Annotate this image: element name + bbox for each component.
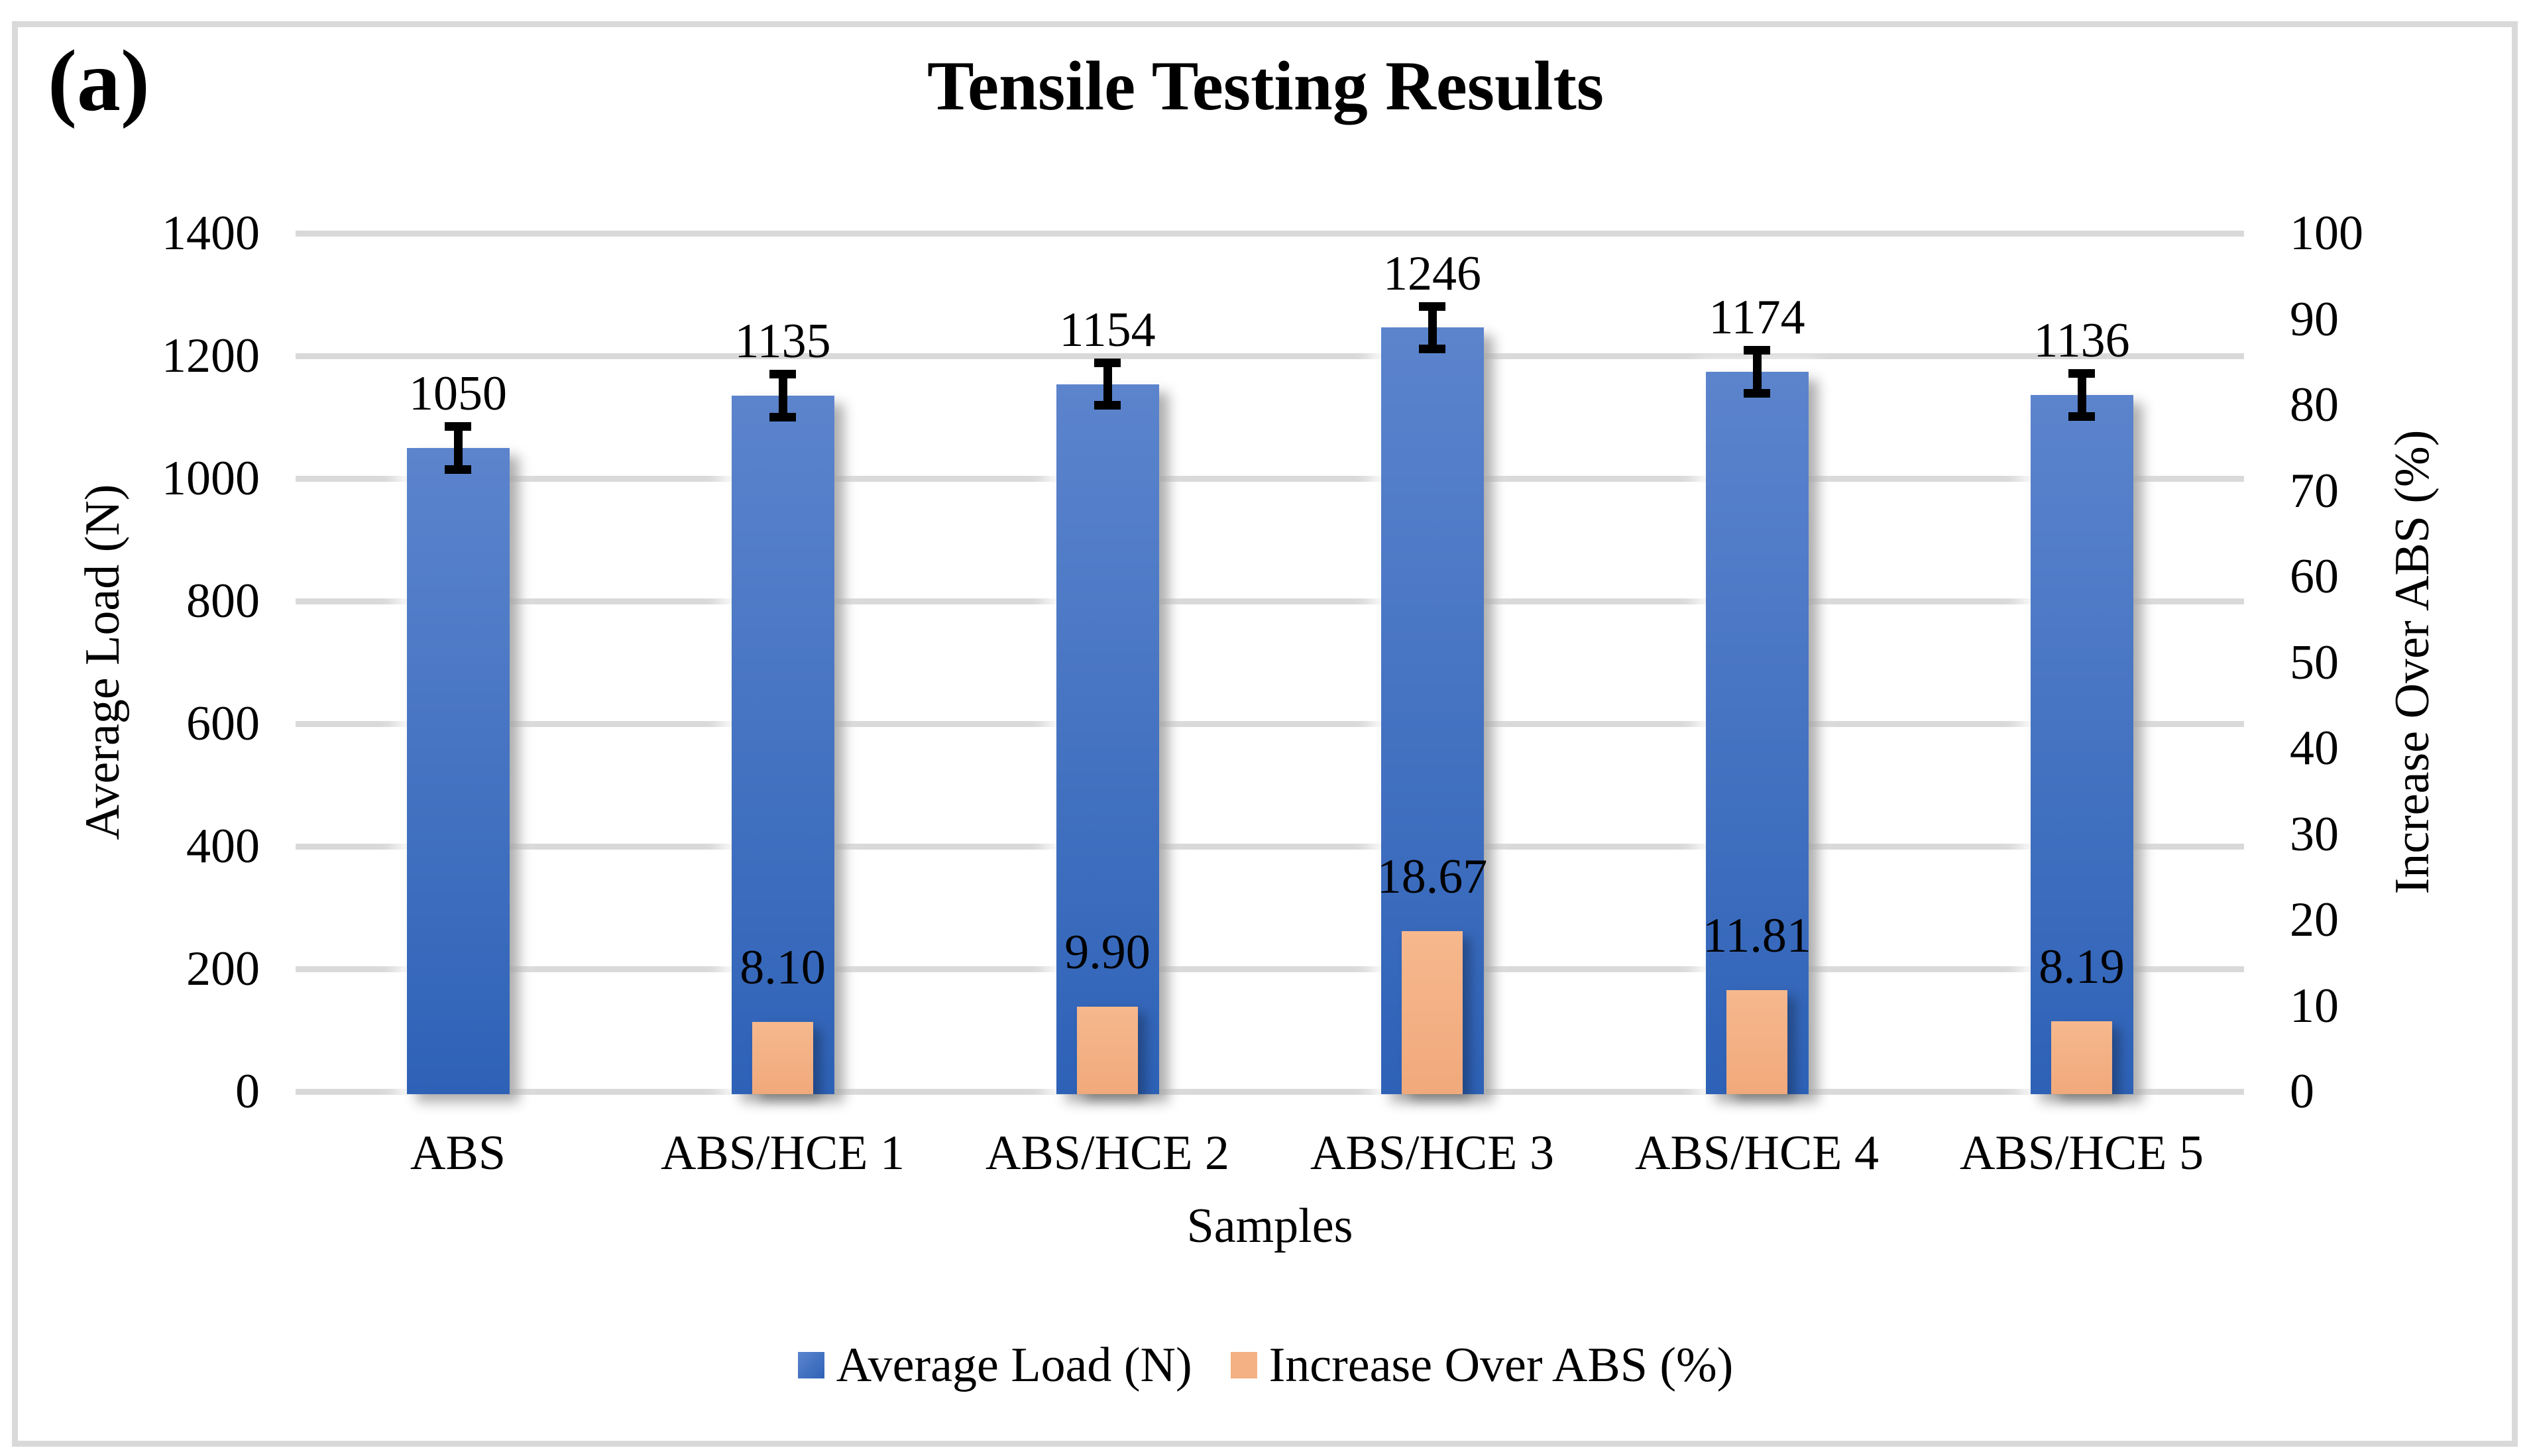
gridline — [296, 1089, 2244, 1095]
right-axis-tick: 40 — [2290, 721, 2339, 775]
bar-average-load — [406, 447, 510, 1094]
right-axis-tick: 90 — [2290, 292, 2339, 347]
category-label: ABS/HCE 1 — [660, 1126, 905, 1180]
left-axis-tick: 400 — [186, 819, 260, 873]
left-axis-tick: 200 — [186, 942, 260, 996]
x-axis-title: Samples — [1186, 1199, 1353, 1253]
data-label-increase: 11.81 — [1703, 909, 1811, 964]
legend-item-average-load: Average Load (N) — [797, 1337, 1192, 1393]
right-axis-tick: 60 — [2290, 549, 2339, 604]
error-bar-line — [1103, 365, 1112, 403]
left-axis-tick: 800 — [186, 574, 260, 628]
right-axis-tick: 10 — [2290, 978, 2339, 1033]
error-bar-cap-top — [445, 422, 471, 431]
left-axis-tick: 1400 — [162, 206, 260, 260]
bar-increase-over-abs — [2051, 1021, 2112, 1094]
legend-label: Average Load (N) — [836, 1338, 1192, 1392]
right-axis-tick: 20 — [2290, 893, 2339, 947]
data-label-average-load: 1135 — [734, 314, 831, 369]
data-label-increase: 8.10 — [740, 940, 826, 995]
data-label-increase: 9.90 — [1064, 924, 1151, 980]
error-bar-line — [1428, 309, 1437, 347]
legend-label: Increase Over ABS (%) — [1268, 1338, 1734, 1392]
legend-swatch-blue — [797, 1352, 824, 1378]
gridline — [296, 966, 2244, 972]
error-bar-cap-bottom — [769, 412, 796, 421]
right-axis-tick: 80 — [2290, 378, 2339, 432]
right-axis-tick: 50 — [2290, 635, 2339, 690]
bar-increase-over-abs — [1726, 990, 1787, 1094]
data-label-average-load: 1154 — [1059, 302, 1156, 357]
gridline — [296, 721, 2244, 727]
gridline — [296, 231, 2244, 237]
error-bar-cap-bottom — [445, 465, 471, 474]
legend-swatch-orange — [1230, 1352, 1257, 1378]
error-bar-cap-bottom — [1094, 401, 1121, 410]
chart-title: Tensile Testing Results — [927, 47, 1604, 125]
panel-label: (a) — [48, 32, 150, 129]
category-label: ABS/HCE 5 — [1959, 1126, 2204, 1180]
left-axis-tick: 600 — [186, 697, 260, 751]
right-axis-tick: 0 — [2290, 1064, 2314, 1119]
gridline — [296, 476, 2244, 482]
data-label-increase: 8.19 — [2039, 939, 2125, 994]
data-label-average-load: 1050 — [409, 366, 507, 421]
error-bar-cap-bottom — [2068, 412, 2095, 421]
error-bar-cap-top — [1419, 302, 1445, 311]
legend-item-increase-over-abs: Increase Over ABS (%) — [1230, 1337, 1734, 1393]
error-bar-line — [778, 377, 787, 414]
data-label-increase: 18.67 — [1377, 850, 1488, 905]
error-bar-cap-bottom — [1744, 388, 1770, 398]
gridline — [296, 598, 2244, 604]
data-label-average-load: 1246 — [1383, 246, 1481, 301]
bar-average-load — [1056, 384, 1159, 1094]
error-bar-cap-top — [769, 370, 796, 379]
right-axis-tick: 100 — [2290, 206, 2363, 260]
left-axis-tick: 1200 — [162, 329, 260, 383]
category-label: ABS — [410, 1126, 506, 1180]
right-axis-tick: 70 — [2290, 463, 2339, 518]
legend: Average Load (N) Increase Over ABS (%) — [0, 1337, 2531, 1393]
error-bar-cap-top — [2068, 369, 2095, 378]
bar-increase-over-abs — [1402, 931, 1463, 1094]
category-label: ABS/HCE 2 — [985, 1126, 1229, 1180]
right-axis-tick: 30 — [2290, 807, 2339, 862]
gridline — [296, 353, 2244, 359]
bar-increase-over-abs — [752, 1022, 813, 1094]
data-label-average-load: 1136 — [2033, 313, 2130, 368]
error-bar-cap-top — [1744, 346, 1770, 355]
category-label: ABS/HCE 4 — [1634, 1126, 1879, 1180]
bar-increase-over-abs — [1077, 1006, 1138, 1094]
left-axis-tick: 0 — [235, 1064, 260, 1119]
bar-average-load — [731, 396, 834, 1094]
error-bar-line — [1752, 353, 1762, 390]
error-bar-cap-top — [1094, 358, 1121, 367]
data-label-average-load: 1174 — [1709, 290, 1805, 345]
gridline — [296, 844, 2244, 850]
error-bar-line — [2077, 376, 2086, 414]
error-bar-cap-bottom — [1419, 345, 1445, 354]
category-label: ABS/HCE 3 — [1310, 1126, 1554, 1180]
bar-average-load — [2030, 395, 2133, 1094]
bar-average-load — [1705, 372, 1809, 1094]
error-bar-line — [453, 429, 463, 467]
left-axis-tick: 1000 — [162, 451, 260, 506]
